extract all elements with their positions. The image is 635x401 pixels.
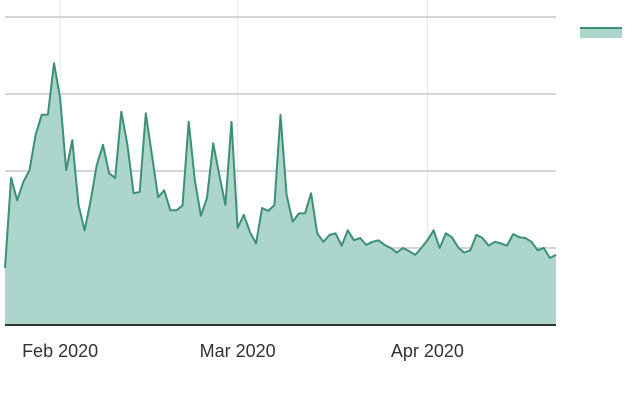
area-line (4, 62, 557, 269)
x-tick-label: Mar 2020 (200, 341, 276, 361)
x-tick-label: Apr 2020 (391, 341, 464, 361)
area-fill (5, 63, 556, 325)
legend-swatch (580, 27, 622, 38)
x-tick-label: Feb 2020 (22, 341, 98, 361)
